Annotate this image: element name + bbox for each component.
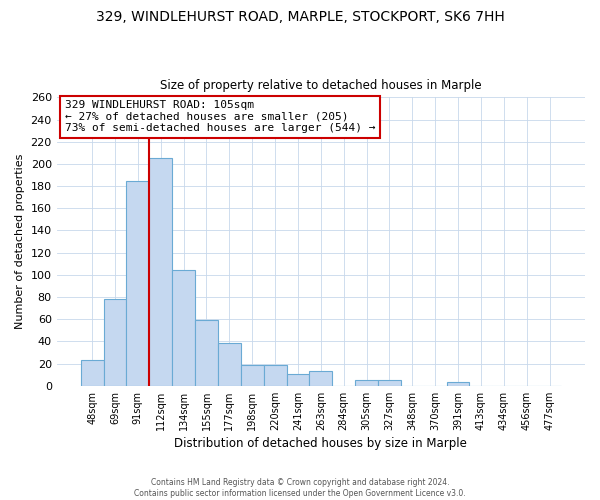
Bar [263,364,287,386]
Bar [149,158,172,386]
Bar [287,374,310,386]
Bar [104,300,127,386]
Bar [127,180,149,386]
Bar [172,270,195,386]
Bar [355,380,378,386]
Bar [310,372,332,386]
Text: 329 WINDLEHURST ROAD: 105sqm
← 27% of detached houses are smaller (205)
73% of s: 329 WINDLEHURST ROAD: 105sqm ← 27% of de… [65,100,375,134]
Text: Contains HM Land Registry data © Crown copyright and database right 2024.
Contai: Contains HM Land Registry data © Crown c… [134,478,466,498]
Bar [195,320,218,386]
Bar [378,380,401,386]
Title: Size of property relative to detached houses in Marple: Size of property relative to detached ho… [160,79,482,92]
X-axis label: Distribution of detached houses by size in Marple: Distribution of detached houses by size … [175,437,467,450]
Y-axis label: Number of detached properties: Number of detached properties [15,154,25,330]
Bar [446,382,469,386]
Text: 329, WINDLEHURST ROAD, MARPLE, STOCKPORT, SK6 7HH: 329, WINDLEHURST ROAD, MARPLE, STOCKPORT… [95,10,505,24]
Bar [218,342,241,386]
Bar [241,364,263,386]
Bar [80,360,104,386]
